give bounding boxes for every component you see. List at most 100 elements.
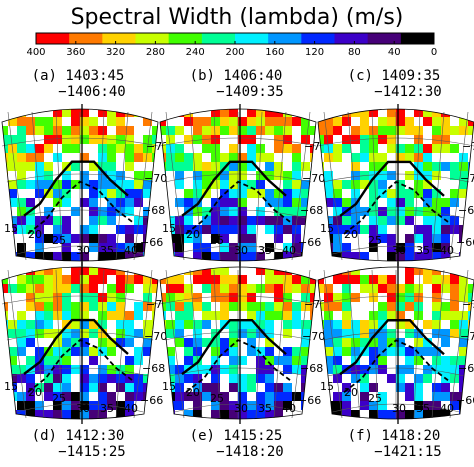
data-cell <box>125 311 134 320</box>
panel-label-line1: (f) 1418:20 <box>348 428 441 444</box>
data-cell <box>441 144 450 153</box>
data-cell <box>116 374 125 383</box>
data-cell <box>80 267 89 275</box>
data-cell <box>107 302 116 311</box>
data-cell <box>35 216 44 225</box>
data-cell <box>44 252 53 261</box>
data-cell <box>71 365 80 374</box>
data-cell <box>62 356 71 365</box>
data-cell <box>211 329 220 338</box>
data-cell <box>423 144 432 153</box>
longitude-line <box>347 269 361 419</box>
data-cell <box>8 153 17 162</box>
data-cell <box>166 320 175 329</box>
data-cell <box>378 320 387 329</box>
panel-label-line1: (a) 1403:45 <box>32 68 125 84</box>
data-cell <box>26 374 35 383</box>
data-cell <box>450 171 459 180</box>
data-cell <box>116 365 125 374</box>
data-cell <box>396 302 405 311</box>
data-cell <box>450 356 459 365</box>
data-cell <box>274 162 283 171</box>
data-cell <box>71 234 80 243</box>
data-cell <box>333 117 342 126</box>
data-cell <box>324 198 333 207</box>
data-cell <box>360 144 369 153</box>
latitude-label: −66 <box>140 236 163 249</box>
data-cell <box>229 207 238 216</box>
data-cell <box>405 153 414 162</box>
data-cell <box>26 117 35 126</box>
data-cell <box>80 302 89 311</box>
data-cell <box>143 207 152 216</box>
data-cell <box>405 356 414 365</box>
data-cell <box>351 293 360 302</box>
data-cell <box>184 234 193 243</box>
data-cell <box>310 293 316 302</box>
data-cell <box>211 383 220 392</box>
data-cell <box>229 171 238 180</box>
data-cell <box>80 392 89 401</box>
data-cell <box>414 126 423 135</box>
data-cell <box>98 180 107 189</box>
data-cell <box>441 392 450 401</box>
data-cell <box>2 207 8 216</box>
data-cell <box>318 135 324 144</box>
colorbar-segment <box>36 33 70 44</box>
data-cell <box>89 189 98 198</box>
data-cell <box>80 293 89 302</box>
colorbar-segment <box>135 33 170 44</box>
data-cell <box>441 383 450 392</box>
latitude-label: −68 <box>142 362 165 375</box>
data-cell <box>333 189 342 198</box>
data-cell <box>450 144 459 153</box>
data-cell <box>256 284 265 293</box>
data-cell <box>44 383 53 392</box>
data-cell <box>193 135 202 144</box>
data-cell <box>378 302 387 311</box>
map-frame <box>1 266 159 420</box>
data-cell <box>53 189 62 198</box>
data-cell <box>152 153 158 162</box>
data-cell <box>342 329 351 338</box>
data-cell <box>450 365 459 374</box>
data-cell <box>342 284 351 293</box>
longitude-label: 30 <box>392 244 406 257</box>
data-cell <box>35 383 44 392</box>
data-cell <box>324 329 333 338</box>
data-cell <box>17 365 26 374</box>
data-cell <box>229 109 238 117</box>
data-cell <box>432 189 441 198</box>
data-cell <box>53 293 62 302</box>
data-cell <box>274 383 283 392</box>
data-cell <box>193 347 202 356</box>
data-cell <box>229 180 238 189</box>
longitude-label: 20 <box>186 386 200 399</box>
data-cell <box>116 410 125 419</box>
data-cell <box>211 180 220 189</box>
data-cell <box>160 117 166 126</box>
data-cell <box>152 109 158 117</box>
data-cell <box>414 356 423 365</box>
data-cell <box>369 410 378 419</box>
data-cell <box>193 126 202 135</box>
data-cell <box>265 275 274 284</box>
longitude-line <box>115 269 129 419</box>
colorbar-segment <box>301 33 335 44</box>
data-cell <box>256 320 265 329</box>
data-cell <box>17 374 26 383</box>
data-cell <box>450 162 459 171</box>
data-cell <box>175 243 184 252</box>
data-cell <box>274 135 283 144</box>
data-cells <box>318 109 474 261</box>
data-cell <box>247 252 256 261</box>
data-cell <box>423 180 432 189</box>
data-cell <box>378 284 387 293</box>
data-cell <box>202 392 211 401</box>
data-cell <box>193 302 202 311</box>
data-cell <box>116 252 125 261</box>
data-cell <box>256 311 265 320</box>
data-cell <box>26 320 35 329</box>
data-cell <box>89 374 98 383</box>
